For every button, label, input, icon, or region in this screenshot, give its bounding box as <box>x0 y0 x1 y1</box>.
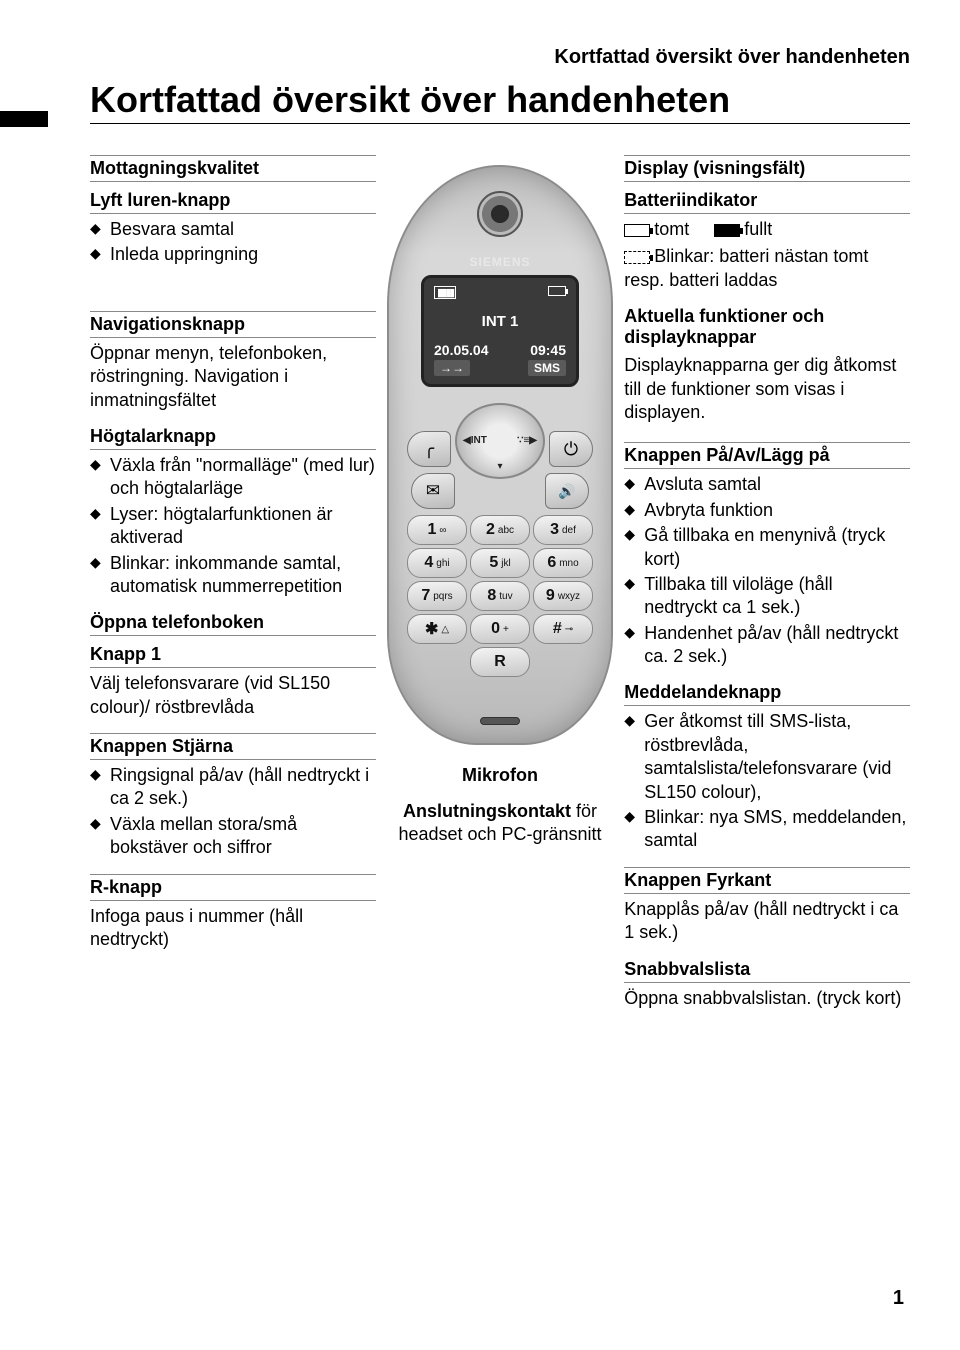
key-0: 0+ <box>470 614 530 644</box>
key-1: 1∞ <box>407 515 467 545</box>
softkey-right: SMS <box>528 360 566 376</box>
talk-key: ╭ <box>407 431 451 467</box>
key-8: 8tuv <box>470 581 530 611</box>
msg-key: ✉ <box>411 473 455 509</box>
sec-stjarna: Knappen Stjärna <box>90 733 376 760</box>
li: Gå tillbaka en menynivå (tryck kort) <box>624 524 910 571</box>
li: Lyser: högtalarfunktionen är aktiverad <box>90 503 376 550</box>
sec-display: Display (visningsfält) <box>624 155 910 182</box>
key-6: 6mno <box>533 548 593 578</box>
body: Knapplås på/av (håll nedtryckt i ca 1 se… <box>624 898 910 945</box>
key-5: 5jkl <box>470 548 530 578</box>
nav-left: ◀INT <box>463 435 487 446</box>
sec-batteri: Batteriindikator <box>624 190 910 214</box>
sec-snabb: Snabbvalslista <box>624 959 910 983</box>
keypad: 1∞2abc3def 4ghi5jkl6mno 7pqrs8tuv9wxyz ✱△0+… <box>407 515 593 677</box>
phone-screen: INT 1 20.05.04 09:45 →→ SMS <box>421 275 579 387</box>
earpiece <box>477 191 523 237</box>
left-column: Mottagningskvalitet Lyft luren-knapp Bes… <box>90 155 376 1024</box>
battery-icon <box>548 286 566 296</box>
microphone <box>480 717 520 725</box>
title-marker <box>0 111 48 127</box>
sec-nav: Navigationsknapp <box>90 311 376 338</box>
battery-full-icon <box>714 224 740 237</box>
sec-telefonbok: Öppna telefonboken <box>90 612 376 636</box>
sec-paav: Knappen På/Av/Lägg på <box>624 442 910 469</box>
sec-fyrkant: Knappen Fyrkant <box>624 867 910 894</box>
li: Blinkar: inkommande samtal, automatisk n… <box>90 552 376 599</box>
li: Blinkar: nya SMS, meddelanden, samtal <box>624 806 910 853</box>
li: Ger åtkomst till SMS-lista, röstbrevlåda… <box>624 710 910 804</box>
key-2: 2abc <box>470 515 530 545</box>
li: Avbryta funktion <box>624 499 910 522</box>
key-3: 3def <box>533 515 593 545</box>
li: Tillbaka till viloläge (håll nedtryckt c… <box>624 573 910 620</box>
end-key: ⏻ <box>549 431 593 467</box>
body: Välj telefonsvarare (vid SL150 colour)/ … <box>90 672 376 719</box>
nav-pad: ◀INT ∵≡▶ ▾ <box>455 403 545 479</box>
speaker-key: 🔊 <box>545 473 589 509</box>
sec-medd: Meddelandeknapp <box>624 682 910 706</box>
phone-illustration: SIEMENS INT 1 20.05.04 09:45 →→ SMS <box>387 165 613 745</box>
key-✱: ✱△ <box>407 614 467 644</box>
mic-label: Mikrofon <box>384 765 617 786</box>
body: Displayknapparna ger dig åtkomst till de… <box>624 354 910 424</box>
li: Växla från "normalläge" (med lur) och hö… <box>90 454 376 501</box>
screen-int: INT 1 <box>434 313 566 330</box>
phone-column: SIEMENS INT 1 20.05.04 09:45 →→ SMS <box>384 155 617 1024</box>
key-9: 9wxyz <box>533 581 593 611</box>
main-title: Kortfattad översikt över handenheten <box>90 79 910 124</box>
sec-rknapp: R-knapp <box>90 874 376 901</box>
sec-aktuella: Aktuella funktioner och displayknappar <box>624 306 910 350</box>
key-#: #⊸ <box>533 614 593 644</box>
key-7: 7pqrs <box>407 581 467 611</box>
nav-right: ∵≡▶ <box>517 435 537 446</box>
screen-date: 20.05.04 <box>434 342 489 358</box>
li: Avsluta samtal <box>624 473 910 496</box>
right-column: Display (visningsfält) Batteriindikator … <box>624 155 910 1024</box>
li: Besvara samtal <box>90 218 376 241</box>
sec-lyft: Lyft luren-knapp <box>90 190 376 214</box>
key-R: R <box>470 647 530 677</box>
battery-empty-icon <box>624 224 650 237</box>
running-head: Kortfattad översikt över handenheten <box>90 46 910 69</box>
screen-time: 09:45 <box>530 342 566 358</box>
li: Inleda uppringning <box>90 243 376 266</box>
li: Växla mellan stora/små bokstäver och sif… <box>90 813 376 860</box>
body: Infoga paus i nummer (håll nedtryckt) <box>90 905 376 952</box>
li: Handenhet på/av (håll nedtryckt ca. 2 se… <box>624 622 910 669</box>
conn-label: Anslutningskontakt för headset och PC-gr… <box>384 800 617 847</box>
sec-mottag: Mottagningskvalitet <box>90 155 376 182</box>
battery-blink-icon <box>624 251 650 264</box>
body: Öppna snabbvalslistan. (tryck kort) <box>624 987 910 1010</box>
li: Ringsignal på/av (håll nedtryckt i ca 2 … <box>90 764 376 811</box>
body: Öppnar menyn, telefonboken, röstringning… <box>90 342 376 412</box>
key-4: 4ghi <box>407 548 467 578</box>
bat-row: tomt fullt <box>624 218 910 241</box>
bat-blink: Blinkar: batteri nästan tomt resp. batte… <box>624 245 910 292</box>
sec-hogtalar: Högtalarknapp <box>90 426 376 450</box>
softkey-left: →→ <box>434 360 470 376</box>
signal-icon <box>434 286 456 299</box>
brand-label: SIEMENS <box>469 255 530 269</box>
nav-down: ▾ <box>497 461 502 472</box>
sec-knapp1: Knapp 1 <box>90 644 376 668</box>
page-number: 1 <box>893 1287 904 1310</box>
